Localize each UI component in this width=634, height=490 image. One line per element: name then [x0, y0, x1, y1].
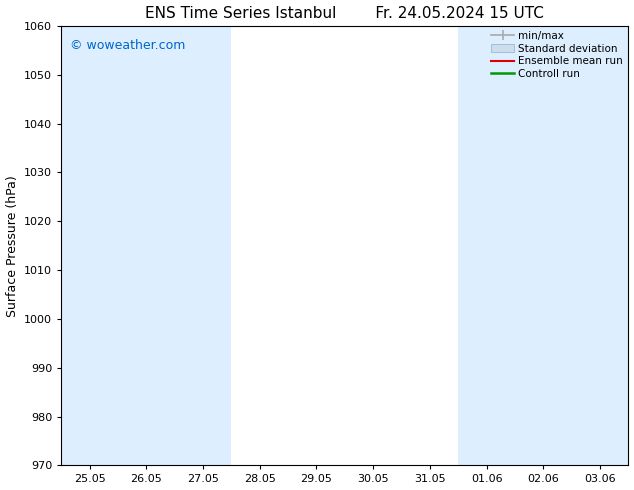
Bar	[458, 26, 515, 466]
Bar	[572, 26, 628, 466]
Text: © woweather.com: © woweather.com	[70, 39, 185, 52]
Title: ENS Time Series Istanbul        Fr. 24.05.2024 15 UTC: ENS Time Series Istanbul Fr. 24.05.2024 …	[145, 5, 545, 21]
Bar	[118, 26, 175, 466]
Y-axis label: Surface Pressure (hPa): Surface Pressure (hPa)	[6, 175, 18, 317]
Legend: min/max, Standard deviation, Ensemble mean run, Controll run: min/max, Standard deviation, Ensemble me…	[489, 29, 625, 81]
Bar	[515, 26, 572, 466]
Bar	[175, 26, 231, 466]
Bar	[61, 26, 118, 466]
